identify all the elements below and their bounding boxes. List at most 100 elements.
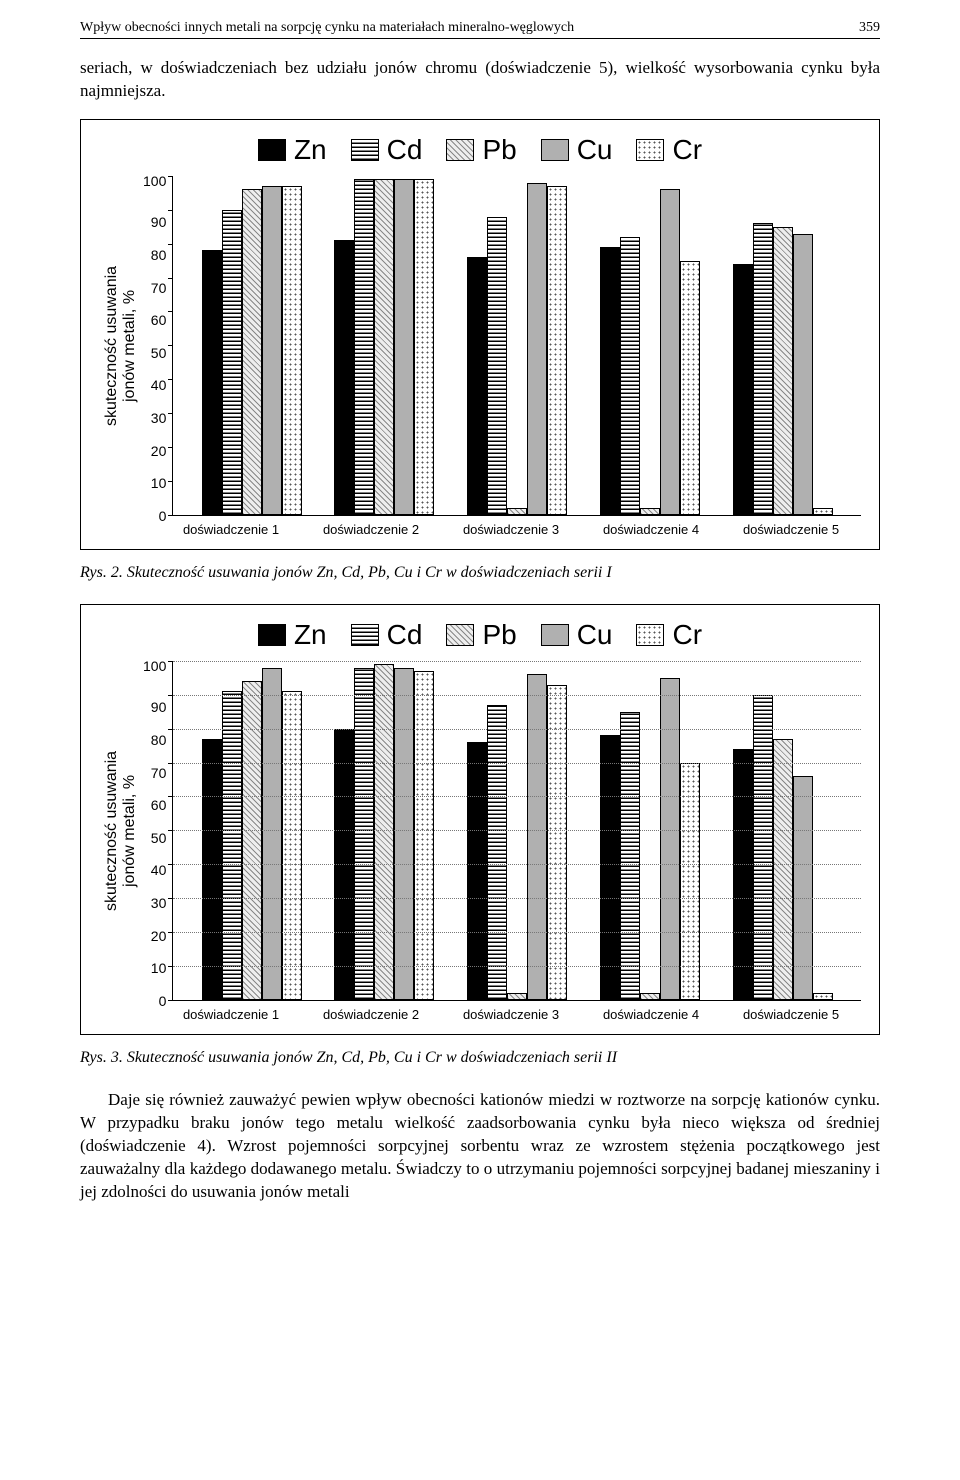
chart-1-plot	[172, 176, 861, 516]
bar-zn	[202, 250, 222, 514]
bar-cd	[354, 179, 374, 515]
ytick	[168, 278, 173, 279]
legend-swatch	[636, 624, 664, 646]
ytick-label: 80	[151, 733, 167, 747]
bar-cd	[753, 223, 773, 515]
chart-2-caption: Rys. 3. Skuteczność usuwania jonów Zn, C…	[80, 1049, 880, 1067]
ytick	[168, 1000, 173, 1001]
ytick-label: 40	[151, 378, 167, 392]
ytick-label: 60	[151, 313, 167, 327]
xtick-label: doświadczenie 4	[581, 522, 721, 537]
bar-cd	[222, 210, 242, 515]
chart-1-frame: ZnCdPbCuCr skuteczność usuwania jonów me…	[80, 119, 880, 550]
ytick-label: 100	[143, 659, 166, 673]
gridline	[173, 932, 861, 933]
ytick-label: 10	[151, 961, 167, 975]
bar-group	[185, 176, 318, 515]
ytick-label: 30	[151, 896, 167, 910]
bar-cr	[680, 261, 700, 515]
ytick-label: 50	[151, 346, 167, 360]
ytick	[168, 413, 173, 414]
bar-cu	[793, 234, 813, 515]
xtick-label: doświadczenie 2	[301, 1007, 441, 1022]
legend-label: Cu	[577, 619, 613, 651]
gridline	[173, 864, 861, 865]
gridline	[173, 729, 861, 730]
bar-cu	[394, 179, 414, 515]
bar-cr	[680, 763, 700, 1000]
bar-zn	[202, 739, 222, 1000]
bar-pb	[242, 189, 262, 514]
bar-cu	[262, 186, 282, 515]
legend-item-cu: Cu	[541, 619, 613, 651]
xtick-label: doświadczenie 3	[441, 1007, 581, 1022]
bar-cd	[620, 237, 640, 515]
bar-cr	[282, 691, 302, 999]
chart-1-body: skuteczność usuwania jonów metali, % 100…	[99, 176, 861, 516]
xtick-label: doświadczenie 1	[161, 1007, 301, 1022]
ytick-label: 30	[151, 411, 167, 425]
chart-2-frame: ZnCdPbCuCr skuteczność usuwania jonów me…	[80, 604, 880, 1035]
ytick	[168, 379, 173, 380]
legend-swatch	[258, 624, 286, 646]
bar-cu	[660, 678, 680, 1000]
running-header: Wpływ obecności innych metali na sorpcję…	[80, 20, 880, 39]
bar-pb	[640, 508, 660, 515]
ytick	[168, 244, 173, 245]
legend-label: Cu	[577, 134, 613, 166]
legend-swatch	[351, 624, 379, 646]
legend-label: Pb	[482, 619, 516, 651]
legend-item-cd: Cd	[351, 619, 423, 651]
ytick-label: 70	[151, 281, 167, 295]
bar-cd	[354, 668, 374, 1000]
bar-group	[584, 176, 717, 515]
paragraph-discussion: Daje się również zauważyć pewien wpływ o…	[80, 1089, 880, 1204]
ytick	[168, 345, 173, 346]
bar-pb	[374, 179, 394, 515]
xtick-label: doświadczenie 2	[301, 522, 441, 537]
gridline	[173, 830, 861, 831]
ytick-label: 40	[151, 863, 167, 877]
chart-2-legend: ZnCdPbCuCr	[99, 619, 861, 651]
gridline	[173, 661, 861, 662]
header-title: Wpływ obecności innych metali na sorpcję…	[80, 20, 574, 36]
legend-item-pb: Pb	[446, 619, 516, 651]
legend-item-cr: Cr	[636, 619, 702, 651]
bar-cr	[813, 508, 833, 515]
ytick-label: 0	[159, 994, 167, 1008]
ytick-label: 90	[151, 215, 167, 229]
legend-item-zn: Zn	[258, 134, 327, 166]
page-number: 359	[859, 20, 880, 36]
chart-2-body: skuteczność usuwania jonów metali, % 100…	[99, 661, 861, 1001]
ytick-label: 20	[151, 929, 167, 943]
xtick-label: doświadczenie 3	[441, 522, 581, 537]
legend-swatch	[636, 139, 664, 161]
gridline	[173, 763, 861, 764]
bar-cr	[414, 179, 434, 515]
xtick-label: doświadczenie 1	[161, 522, 301, 537]
ytick-label: 20	[151, 444, 167, 458]
chart-1-ylabel: skuteczność usuwania jonów metali, %	[99, 176, 143, 516]
ytick	[168, 515, 173, 516]
bar-cr	[547, 685, 567, 1000]
legend-swatch	[541, 139, 569, 161]
legend-swatch	[258, 139, 286, 161]
bar-zn	[600, 247, 620, 515]
ytick-label: 90	[151, 700, 167, 714]
xtick-label: doświadczenie 5	[721, 522, 861, 537]
ytick-label: 80	[151, 248, 167, 262]
bar-group	[451, 176, 584, 515]
chart-2-xaxis: doświadczenie 1doświadczenie 2doświadcze…	[161, 1001, 861, 1022]
legend-label: Zn	[294, 134, 327, 166]
bar-cu	[527, 674, 547, 999]
bar-pb	[507, 993, 527, 1000]
ytick	[168, 176, 173, 177]
ytick-label: 50	[151, 831, 167, 845]
bar-group	[716, 176, 849, 515]
legend-label: Pb	[482, 134, 516, 166]
paragraph-intro: seriach, w doświadczeniach bez udziału j…	[80, 57, 880, 103]
legend-label: Cr	[672, 619, 702, 651]
bar-zn	[733, 749, 753, 1000]
bar-zn	[733, 264, 753, 515]
bar-cu	[394, 668, 414, 1000]
